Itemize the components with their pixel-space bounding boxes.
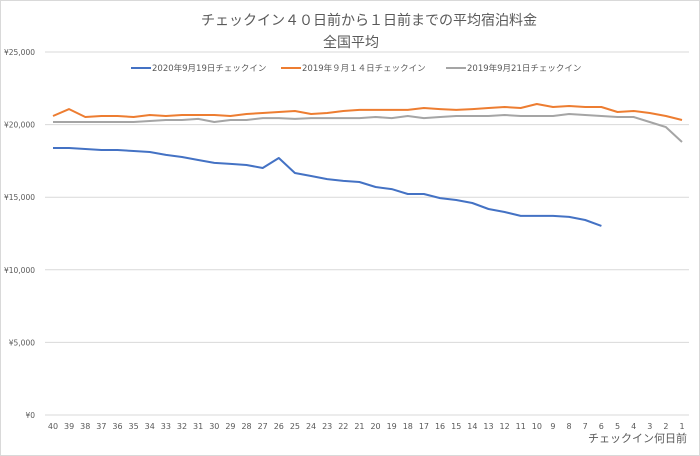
y-tick-label: ¥20,000 [4, 121, 35, 130]
x-tick-label: 40 [48, 422, 58, 431]
x-tick-label: 5 [615, 422, 620, 431]
x-tick-label: 13 [483, 422, 493, 431]
x-tick-label: 17 [419, 422, 429, 431]
x-tick-label: 16 [435, 422, 445, 431]
y-tick-label: ¥5,000 [9, 338, 35, 347]
x-tick-label: 20 [370, 422, 380, 431]
x-tick-label: 30 [209, 422, 219, 431]
series-line-2 [53, 113, 683, 143]
x-tick-label: 21 [354, 422, 364, 431]
legend-label: 2020年9月19日チェックイン [152, 63, 266, 74]
x-axis-label: チェックイン何日前 [588, 431, 687, 445]
y-tick-label: ¥15,000 [4, 193, 35, 202]
chart-subtitle: 全国平均 [323, 34, 379, 51]
x-tick-label: 38 [80, 422, 90, 431]
x-tick-label: 29 [225, 422, 235, 431]
x-tick-label: 7 [583, 422, 588, 431]
x-tick-label: 35 [129, 422, 139, 431]
x-tick-label: 32 [177, 422, 187, 431]
x-tick-label: 19 [387, 422, 397, 431]
x-tick-label: 9 [550, 422, 555, 431]
y-tick-label: ¥0 [25, 411, 35, 420]
x-tick-label: 26 [274, 422, 284, 431]
x-tick-label: 3 [647, 422, 652, 431]
x-tick-label: 4 [631, 422, 636, 431]
chart-title: チェックイン４０日前から１日前までの平均宿泊料金 [201, 12, 537, 29]
legend-label: 2019年9月21日チェックイン [467, 63, 581, 74]
x-tick-label: 39 [64, 422, 74, 431]
x-tick-label: 1 [679, 422, 684, 431]
x-tick-label: 25 [290, 422, 300, 431]
series-line-1 [52, 103, 683, 121]
x-tick-label: 28 [241, 422, 251, 431]
x-tick-label: 22 [338, 422, 348, 431]
x-tick-label: 36 [112, 422, 122, 431]
x-tick-label: 27 [258, 422, 268, 431]
x-tick-label: 37 [96, 422, 106, 431]
x-tick-label: 12 [499, 422, 509, 431]
x-tick-label: 15 [451, 422, 461, 431]
series-line-0 [53, 147, 602, 227]
x-tick-label: 24 [306, 422, 316, 431]
x-tick-label: 33 [161, 422, 171, 431]
x-tick-label: 8 [567, 422, 572, 431]
x-tick-label: 31 [193, 422, 203, 431]
x-tick-label: 18 [403, 422, 413, 431]
x-tick-label: 34 [145, 422, 155, 431]
x-tick-label: 14 [467, 422, 477, 431]
x-tick-label: 11 [516, 422, 526, 431]
x-tick-label: 2 [663, 422, 668, 431]
x-tick-label: 23 [322, 422, 332, 431]
y-tick-label: ¥10,000 [4, 266, 35, 275]
x-tick-label: 6 [599, 422, 604, 431]
legend: 2020年9月19日チェックイン 2019年９月１４日チェックイン 2019年9月2… [131, 63, 581, 74]
x-tick-label: 10 [532, 422, 542, 431]
y-tick-label: ¥25,000 [4, 48, 35, 57]
legend-label: 2019年９月１４日チェックイン [302, 63, 426, 74]
